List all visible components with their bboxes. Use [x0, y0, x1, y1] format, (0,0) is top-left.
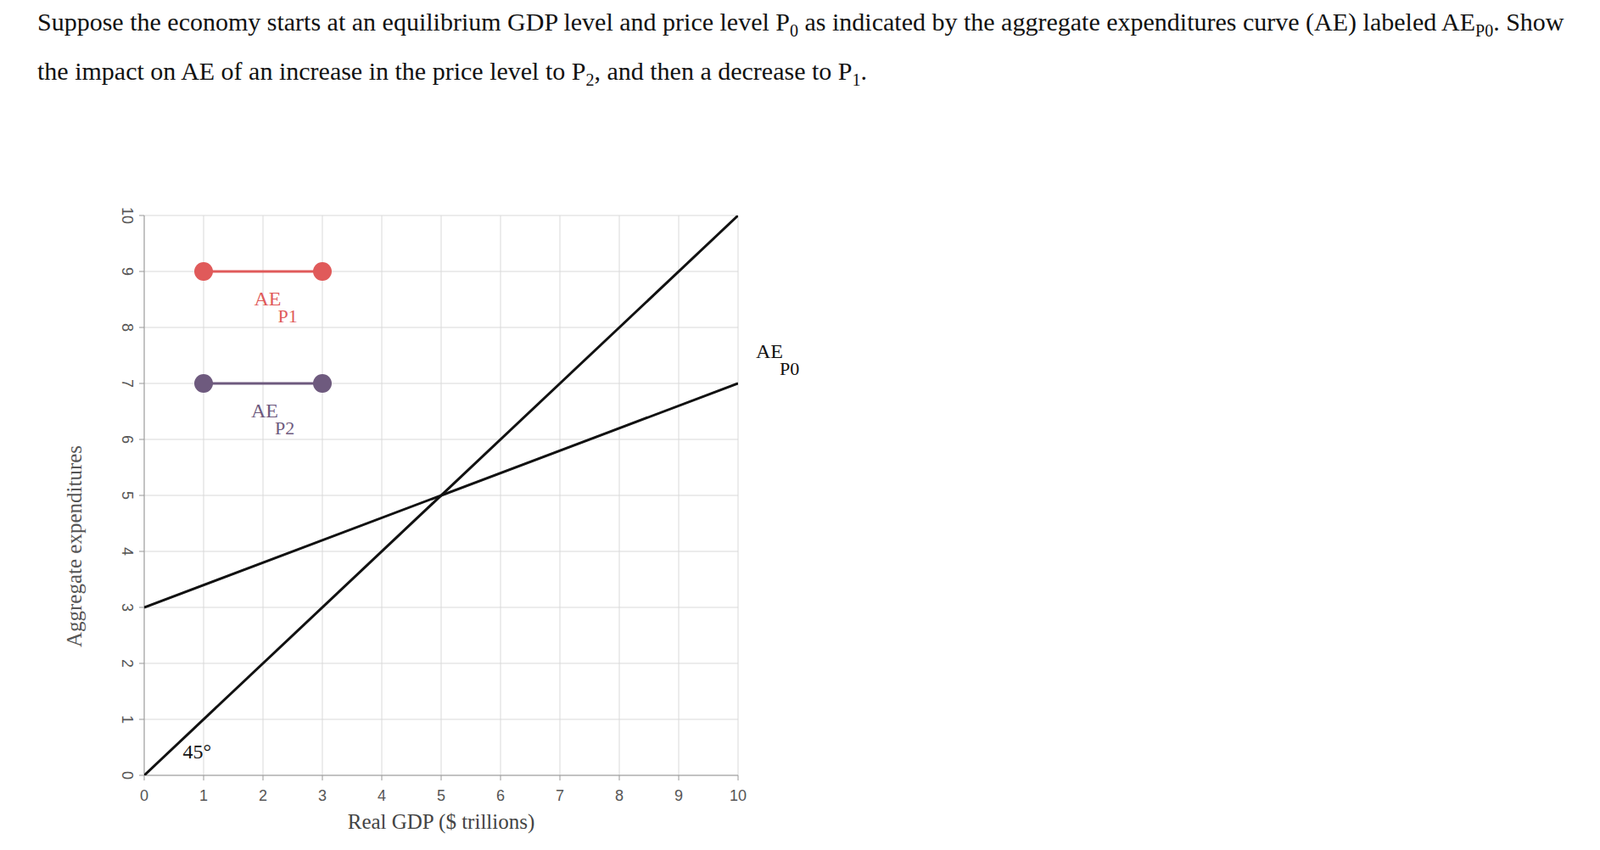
x-tick: [738, 775, 739, 781]
x-tick-label: 7: [555, 787, 565, 805]
y-tick-label: 3: [118, 603, 136, 612]
question-text: 1: [852, 70, 862, 90]
series-name: 45°: [183, 740, 213, 763]
y-tick-label: 0: [118, 771, 136, 780]
x-tick: [559, 775, 561, 781]
grid-line: [144, 551, 739, 553]
series-subscript: P2: [274, 417, 295, 439]
series-line: [144, 215, 739, 776]
grid-line: [144, 663, 739, 665]
y-tick-label: 2: [118, 659, 136, 668]
x-tick: [322, 775, 324, 781]
question-text: Suppose the economy starts at an equilib…: [37, 7, 790, 36]
y-tick: [139, 719, 145, 721]
x-tick: [381, 775, 383, 781]
grid-line: [144, 215, 739, 217]
y-tick: [139, 383, 145, 385]
x-tick: [678, 775, 680, 781]
y-tick: [139, 327, 145, 329]
y-tick-label: 9: [118, 267, 136, 276]
grid-line: [144, 383, 739, 385]
question-text: , and then a decrease to P: [593, 56, 852, 85]
y-tick: [139, 439, 145, 441]
x-tick-label: 5: [436, 787, 446, 805]
series-subscript: P0: [779, 358, 800, 380]
x-tick-label: 4: [377, 787, 387, 805]
series-subscript: P1: [278, 305, 298, 327]
point[interactable]: [194, 262, 213, 281]
x-tick-label: 3: [318, 787, 327, 805]
y-tick-label: 4: [118, 547, 136, 556]
series-line: [203, 270, 323, 274]
x-tick-label: 2: [258, 787, 268, 805]
x-tick: [619, 775, 621, 781]
series-line: [144, 383, 739, 608]
question-text: as indicated by the aggregate expenditur…: [798, 7, 1476, 36]
x-tick-label: 9: [674, 787, 683, 805]
grid-line: [144, 607, 739, 609]
y-tick-label: 8: [118, 323, 136, 332]
grid-line: [144, 327, 739, 329]
y-tick-label: 7: [118, 379, 136, 388]
question: Suppose the economy starts at an equilib…: [37, 1, 1582, 101]
grid-line: [144, 271, 739, 273]
y-tick: [139, 775, 145, 777]
point[interactable]: [313, 374, 332, 393]
plot-marks: [144, 215, 739, 776]
y-tick: [139, 663, 145, 665]
x-tick-label: 8: [615, 787, 624, 805]
y-tick: [139, 215, 145, 217]
x-axis-label: Real GDP ($ trillions): [347, 810, 536, 834]
y-tick-label: 6: [118, 435, 136, 444]
chart: 012345678910012345678910Real GDP ($ tril…: [0, 0, 1600, 850]
y-tick-label: 1: [118, 715, 136, 724]
x-tick: [500, 775, 502, 781]
question-text: P0: [1475, 21, 1494, 40]
x-tick: [144, 775, 146, 781]
point[interactable]: [194, 374, 213, 393]
grid-line: [144, 719, 739, 721]
y-tick: [139, 271, 145, 273]
question-text: 2: [585, 70, 594, 90]
series-label: AEP1: [254, 287, 298, 327]
question-text: 0: [789, 21, 799, 40]
series-line: [203, 382, 323, 386]
y-tick: [139, 551, 145, 553]
series-label: 45°: [183, 740, 213, 763]
series-label: AEP0: [755, 340, 800, 380]
y-tick: [139, 495, 145, 497]
y-tick: [139, 607, 145, 609]
x-tick-label: 1: [199, 787, 208, 805]
x-tick-label: 0: [139, 787, 149, 805]
x-tick: [262, 775, 264, 781]
x-tick: [203, 775, 205, 781]
question-text: .: [861, 56, 868, 85]
grid-line: [144, 439, 739, 441]
y-axis-label: Aggregate expenditures: [62, 445, 86, 648]
y-tick-label: 5: [118, 491, 136, 500]
y-tick-label: 10: [118, 206, 136, 224]
point[interactable]: [313, 262, 332, 281]
x-tick-label: 6: [496, 787, 505, 805]
x-tick: [441, 775, 442, 781]
x-tick-label: 10: [729, 787, 747, 805]
series-label: AEP2: [251, 399, 295, 439]
